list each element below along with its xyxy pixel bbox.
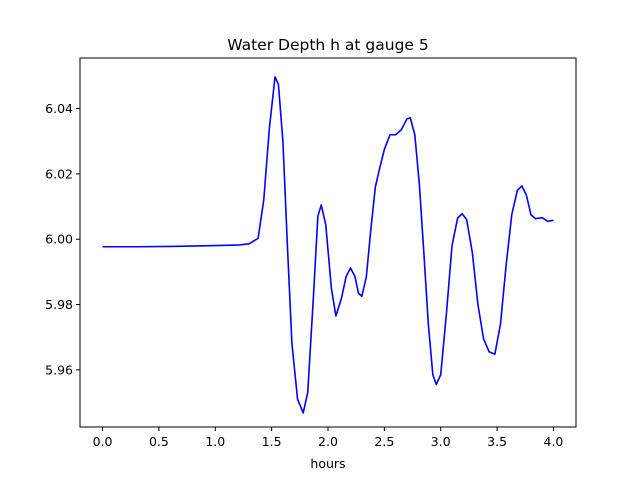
y-axis: 5.96 5.98 6.00 6.02 6.04 <box>45 101 80 377</box>
plot-series <box>102 76 554 414</box>
x-tick-label: 3.0 <box>431 434 451 449</box>
chart-title: Water Depth h at gauge 5 <box>227 36 428 54</box>
series-line-0 <box>102 76 554 414</box>
y-tick-label: 5.98 <box>45 297 73 312</box>
x-tick-label: 3.5 <box>487 434 507 449</box>
x-tick-label: 0.5 <box>149 434 169 449</box>
x-tick-label: 1.0 <box>205 434 225 449</box>
x-tick-label: 0.0 <box>93 434 113 449</box>
y-tick-label: 6.04 <box>45 101 73 116</box>
x-axis-label: hours <box>310 456 345 471</box>
y-tick-label: 5.96 <box>45 362 73 377</box>
y-tick-label: 6.02 <box>45 166 73 181</box>
x-tick-label: 4.0 <box>544 434 564 449</box>
x-axis: 0.0 0.5 1.0 1.5 2.0 2.5 3.0 3.5 4.0 <box>93 427 564 449</box>
x-tick-label: 2.5 <box>374 434 394 449</box>
y-tick-label: 6.00 <box>45 232 73 247</box>
x-tick-label: 1.5 <box>262 434 282 449</box>
x-tick-label: 2.0 <box>318 434 338 449</box>
